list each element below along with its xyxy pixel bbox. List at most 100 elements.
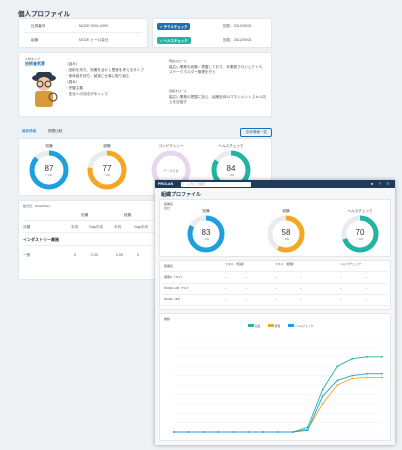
score-gauge [29, 150, 69, 190]
data-point [187, 431, 190, 433]
org-cell: -- [245, 275, 247, 279]
chart-title: 推移 [164, 317, 171, 321]
tech-check-badge[interactable]: ✔ テクルチェック [157, 23, 191, 30]
group-header: ヘルスチェック [340, 262, 362, 266]
score-sub: / 100 [227, 173, 235, 177]
legend-swatch [248, 324, 254, 327]
gauge-fill [341, 215, 379, 253]
data-point [336, 379, 339, 382]
tabs-row: 最新情報 期間比較 全体情報一覧 [18, 128, 272, 137]
org-row-name[interactable]: 開発G（TLV） [164, 275, 184, 279]
score-label: 経験 [103, 144, 111, 148]
org-scores-card: 部署名 全社 知識 83/ 100 経験 58/ 100 ヘルスチェック 70/ 100 [159, 199, 391, 257]
series-line [174, 377, 382, 433]
search-placeholder: 入力して検索 [187, 182, 205, 186]
score-sub: / 100 [45, 173, 53, 177]
strength-line: ・完璧主義 [65, 86, 83, 90]
org-score-label: 経験 [282, 209, 290, 213]
data-point [277, 431, 279, 433]
info-value: MOZE-0001-0009 [79, 24, 108, 28]
org-cell: -- [275, 275, 277, 279]
check-icon: ✔ [160, 25, 164, 29]
data-point [336, 384, 339, 386]
data-point [217, 431, 220, 433]
org-cell: -- [225, 275, 227, 279]
score-value: 77 [102, 164, 112, 173]
help-icon[interactable]: ? [378, 181, 381, 186]
detective-avatar [32, 72, 58, 107]
lower-table-card: 集計日：2012/09/21 知識 経験 分類 平均 Gap平均 平均 Gap平… [18, 200, 163, 280]
cell: 0 [74, 253, 76, 257]
menu-icon[interactable]: ≡ [386, 181, 389, 186]
strength-line: （弱み） [65, 80, 80, 84]
org-label: 部署名 [164, 202, 174, 206]
score-value: 84 [226, 164, 236, 173]
org-table-card: 部署名 スキル（知識） スキル（経験） ヘルスチェック 開発G（TLV） -- --… [159, 260, 391, 310]
org-score-gauge [187, 215, 225, 253]
page-title: 個人プロファイル [18, 11, 70, 18]
data-point [321, 402, 324, 405]
org-profile-window: PROLAN ⌕ 入力して検索 ● ? ≡ 組織プロファイル 部署名 全社 知識… [155, 180, 395, 445]
role-head: 現在のロール [169, 59, 188, 63]
org-cell: -- [300, 275, 302, 279]
cell: 2.00 [91, 253, 98, 257]
search-box[interactable]: ⌕ 入力して検索 [181, 181, 251, 187]
data-point [381, 376, 383, 379]
group-header: スキル（経験） [275, 262, 297, 266]
org-cell: -- [275, 297, 277, 301]
col-header: 知識 [81, 213, 89, 217]
org-score-sub: / 100 [282, 237, 290, 241]
goal-head: 目指すロール [169, 89, 188, 93]
data-point [351, 374, 354, 377]
data-point [366, 355, 369, 358]
data-point [306, 429, 309, 432]
badges-card: ✔ テクルチェック 回答：2012/09/21 ✔ ヘルスチェック 回答：201… [152, 18, 272, 48]
strength-line: ・技術を持ち、知識を活かし堅実を考えるタイプ [65, 68, 144, 72]
strengths-list: （強み） ・技術を持ち、知識を活かし堅実を考えるタイプ ・使命感を持ち、誠実に仕… [65, 61, 144, 97]
profile-card: 人材タイプ 技術者気質 （強み） ・技術を持ち、知識を活かし堅実を考えるタイプ … [18, 52, 272, 117]
tab-compare[interactable]: 期間比較 [48, 129, 63, 133]
info-label: 組織 [31, 38, 39, 42]
group-header: スキル（知識） [225, 262, 247, 266]
org-cell: -- [300, 286, 302, 290]
data-point [232, 431, 235, 433]
org-cell: -- [365, 275, 367, 279]
all-info-button[interactable]: 全体情報一覧 [240, 128, 272, 137]
trend-chart-card: 推移 知識 経験 ヘルスチェック [159, 313, 391, 441]
org-cell: -- [275, 286, 277, 290]
sub-col: 平均 [114, 225, 122, 229]
org-score-value: 70 [355, 228, 365, 237]
badge-date: 回答：2012/09/21 [223, 38, 252, 42]
data-point [173, 431, 175, 433]
data-point [366, 372, 369, 375]
sub-col: 平均 [71, 225, 79, 229]
tab-latest[interactable]: 最新情報 [18, 128, 41, 135]
data-point [336, 365, 339, 368]
badge-date: 回答：2012/09/21 [223, 24, 252, 28]
score-label: 知識 [45, 144, 53, 148]
score-gauge [87, 150, 127, 190]
data-point [381, 372, 383, 375]
gauge-fill [87, 150, 127, 190]
org-cell: -- [225, 297, 227, 301]
search-icon: ⌕ [182, 181, 184, 186]
data-point [381, 355, 383, 358]
type-label: 人材タイプ [25, 57, 41, 61]
data-point [321, 395, 324, 398]
data-point [202, 431, 205, 433]
data-point [351, 357, 354, 360]
org-row-name[interactable]: MOZE（82） [164, 297, 183, 301]
health-check-badge[interactable]: ✔ ヘルスチェック [157, 37, 191, 44]
bell-icon[interactable]: ● [370, 181, 373, 186]
legend-swatch [268, 324, 274, 327]
org-cell: -- [245, 286, 247, 290]
gauge-fill [29, 150, 69, 190]
data-point [291, 431, 294, 433]
app-logo[interactable]: PROLAN [158, 181, 174, 186]
score-sub: データ不足 [163, 169, 179, 173]
org-row-name[interactable]: MOZE LAB（TLV） [164, 286, 191, 290]
sub-col: Gap平均 [89, 225, 103, 229]
org-score-sub: / 100 [356, 237, 364, 241]
navbar: PROLAN ⌕ 入力して検索 ● ? ≡ [155, 180, 395, 188]
type-name: 技術者気質 [25, 61, 45, 66]
